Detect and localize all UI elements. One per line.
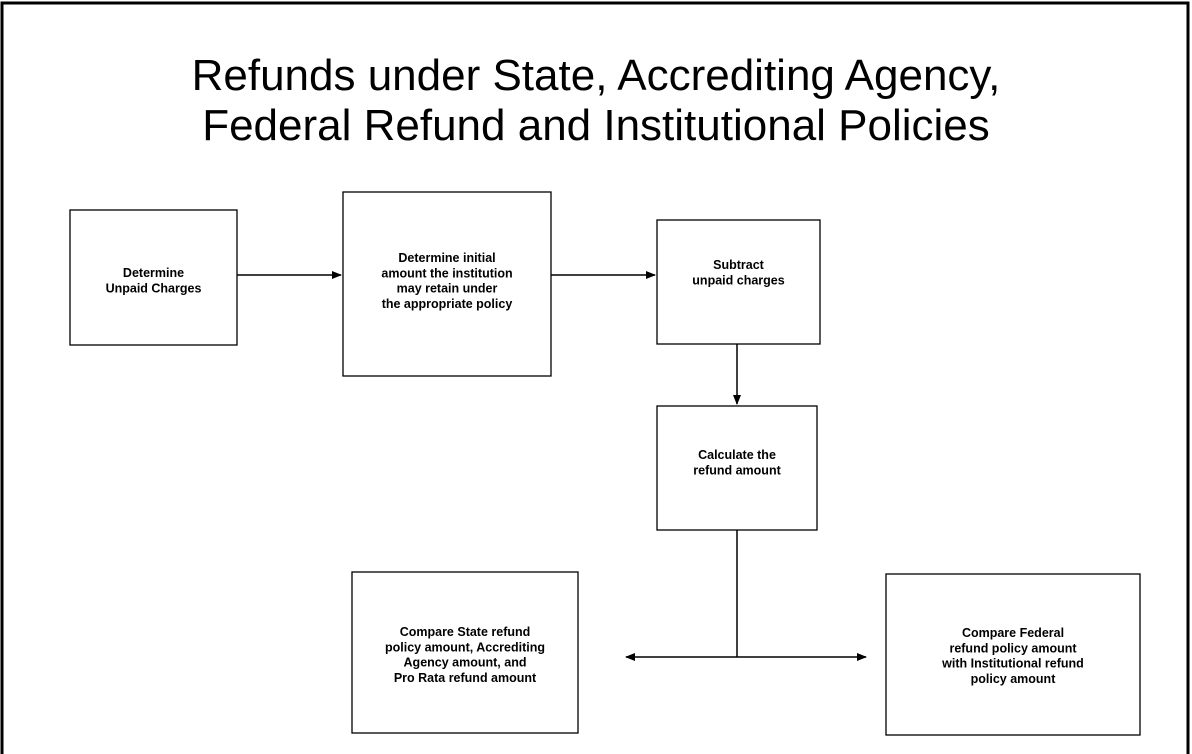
box-label: Compare Federal bbox=[962, 626, 1064, 640]
box-label: Determine bbox=[123, 266, 184, 280]
box-label: Calculate the bbox=[698, 448, 776, 462]
process-box bbox=[69, 209, 238, 346]
box-label: the appropriate policy bbox=[382, 297, 513, 311]
box-label: Agency amount, and bbox=[404, 656, 527, 670]
box-label: Determine initial bbox=[398, 251, 495, 265]
process-box bbox=[885, 573, 1141, 736]
box-label: Pro Rata refund amount bbox=[394, 671, 537, 685]
box-label: policy amount, Accrediting bbox=[385, 640, 545, 654]
title-line: Federal Refund and Institutional Policie… bbox=[202, 101, 990, 150]
box-label: Unpaid Charges bbox=[106, 281, 202, 295]
title-line: Refunds under State, Accrediting Agency, bbox=[192, 51, 1001, 100]
box-label: amount the institution bbox=[381, 266, 512, 280]
box-label: Compare State refund bbox=[400, 625, 531, 639]
box-label: policy amount bbox=[971, 672, 1057, 686]
box-label: may retain under bbox=[397, 282, 498, 296]
process-box bbox=[656, 405, 818, 531]
box-label: with Institutional refund bbox=[941, 657, 1084, 671]
box-label: Subtract bbox=[713, 258, 765, 272]
box-label: refund amount bbox=[693, 463, 781, 477]
process-box bbox=[342, 191, 552, 377]
box-label: refund policy amount bbox=[949, 641, 1077, 655]
process-box bbox=[656, 219, 821, 345]
box-label: unpaid charges bbox=[692, 273, 784, 287]
process-box bbox=[351, 571, 579, 734]
